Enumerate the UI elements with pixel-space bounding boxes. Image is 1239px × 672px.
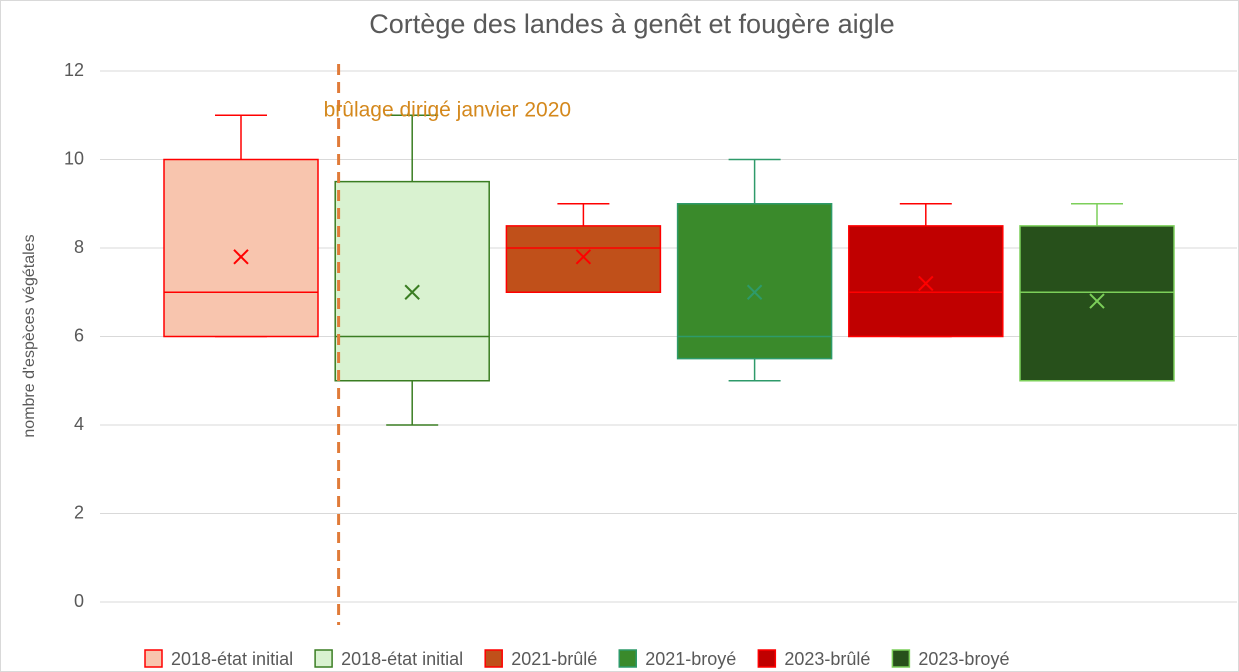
y-tick-label: 12 bbox=[64, 60, 84, 80]
box bbox=[676, 203, 833, 360]
mean-marker bbox=[746, 284, 763, 300]
legend-swatch bbox=[484, 649, 503, 668]
mean-marker bbox=[233, 249, 249, 265]
legend-swatch bbox=[144, 649, 163, 668]
mean-marker bbox=[575, 249, 592, 265]
y-tick-label: 8 bbox=[74, 237, 84, 257]
mean-marker bbox=[918, 275, 934, 292]
mean-marker bbox=[1089, 293, 1105, 309]
y-tick-label: 2 bbox=[74, 502, 84, 522]
legend-label: 2021-broyé bbox=[645, 649, 736, 669]
legend-swatch bbox=[891, 649, 911, 668]
legend-label: 2018-état initial bbox=[341, 649, 463, 669]
y-tick-label: 0 bbox=[74, 591, 84, 611]
legend-label: 2018-état initial bbox=[171, 649, 293, 669]
box bbox=[848, 225, 1004, 338]
y-axis-label: nombre d'espèces végétales bbox=[21, 234, 38, 437]
legend-label: 2021-brûlé bbox=[511, 649, 597, 669]
legend-swatch bbox=[314, 649, 333, 668]
box bbox=[505, 225, 662, 293]
y-tick-label: 4 bbox=[74, 414, 84, 434]
y-tick-label: 10 bbox=[64, 148, 84, 168]
box bbox=[1019, 225, 1175, 382]
box bbox=[163, 158, 319, 338]
chart-title: Cortège des landes à genêt et fougère ai… bbox=[369, 9, 894, 39]
legend-swatch bbox=[618, 649, 637, 668]
y-tick-label: 6 bbox=[74, 325, 84, 345]
legend-label: 2023-brûlé bbox=[784, 649, 870, 669]
legend-label: 2023-broyé bbox=[918, 649, 1009, 669]
annotation-label: brûlage dirigé janvier 2020 bbox=[324, 99, 571, 122]
legend-swatch bbox=[757, 649, 777, 668]
box bbox=[334, 180, 490, 382]
mean-marker bbox=[404, 284, 420, 300]
